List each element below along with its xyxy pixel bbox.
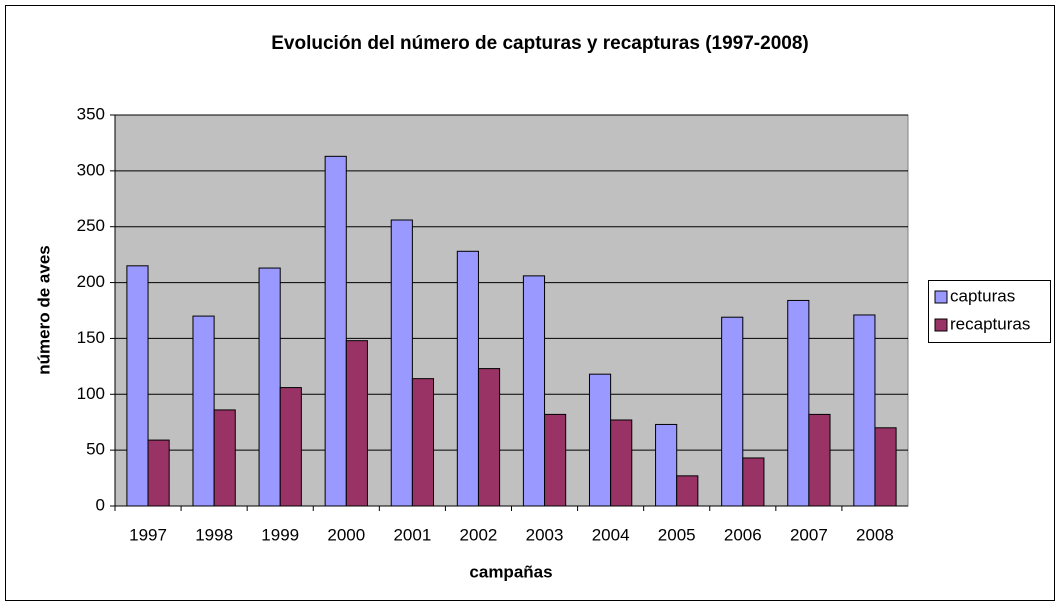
y-tick-label: 250 — [77, 216, 105, 235]
y-tick-label: 200 — [77, 272, 105, 291]
y-tick-label: 300 — [77, 160, 105, 179]
x-tick-label: 2007 — [790, 525, 828, 544]
bar — [345, 340, 368, 507]
y-tick-label: 150 — [77, 328, 105, 347]
bar — [279, 387, 302, 507]
bar — [258, 267, 281, 507]
legend-label: recapturas — [950, 314, 1030, 333]
bar — [477, 368, 501, 507]
x-tick-label: 2001 — [393, 525, 431, 544]
bar — [456, 250, 479, 507]
bar — [721, 316, 744, 507]
bar — [192, 315, 215, 507]
bar — [808, 413, 831, 507]
bar — [390, 219, 413, 507]
legend-swatch — [934, 318, 948, 332]
legend-swatch — [934, 290, 948, 304]
plot-area — [114, 114, 909, 507]
bar — [522, 275, 546, 507]
bar — [544, 413, 567, 507]
bar — [610, 419, 633, 507]
x-tick-label: 2008 — [856, 525, 894, 544]
x-tick-label: 1999 — [261, 525, 299, 544]
bar — [874, 427, 897, 507]
y-tick-label: 100 — [77, 384, 105, 403]
x-tick-label: 2002 — [460, 525, 498, 544]
bar — [588, 373, 612, 507]
y-tick-label: 350 — [77, 104, 105, 123]
x-tick-label: 2003 — [526, 525, 564, 544]
bar — [213, 409, 236, 507]
x-tick-label: 2006 — [724, 525, 762, 544]
bar — [655, 423, 678, 507]
x-axis-title: campañas — [469, 562, 552, 581]
bar — [676, 475, 699, 507]
legend-label: capturas — [950, 286, 1015, 305]
y-tick-label: 0 — [96, 495, 105, 514]
bar — [787, 299, 810, 507]
x-tick-label: 2004 — [592, 525, 630, 544]
y-axis-title: número de aves — [34, 245, 53, 374]
bar — [853, 314, 876, 507]
bar — [324, 155, 347, 507]
bar — [742, 457, 765, 507]
y-tick-label: 50 — [86, 440, 105, 459]
bar — [126, 265, 149, 507]
bar — [147, 439, 170, 507]
x-tick-label: 2005 — [658, 525, 696, 544]
bar — [411, 378, 435, 507]
x-tick-label: 2000 — [327, 525, 365, 544]
chart-title: Evolución del número de capturas y recap… — [271, 33, 808, 54]
legend — [928, 280, 1051, 343]
x-tick-label: 1998 — [195, 525, 233, 544]
x-tick-label: 1997 — [129, 525, 167, 544]
